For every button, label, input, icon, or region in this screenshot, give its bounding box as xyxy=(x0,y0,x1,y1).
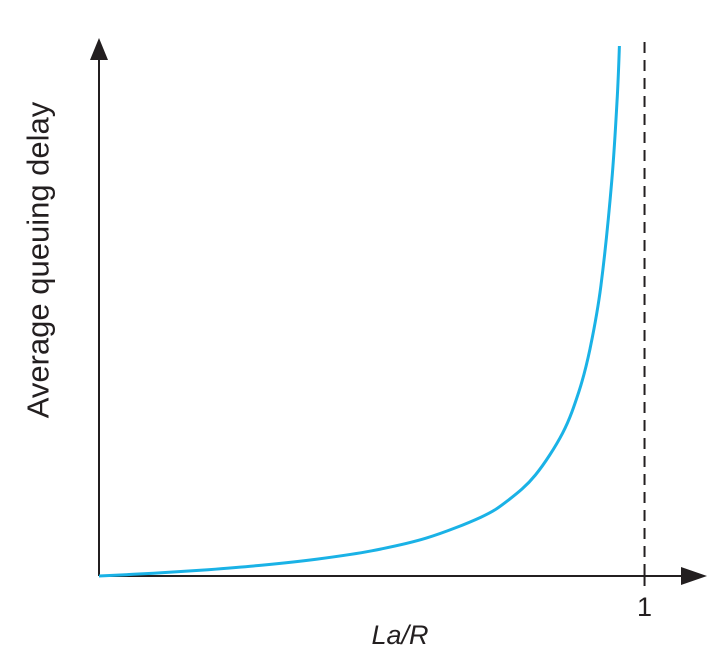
y-axis-arrow xyxy=(90,38,108,60)
x-axis-label: La/R xyxy=(371,620,429,650)
series-line xyxy=(98,45,621,578)
y-axis-label: Average queuing delay xyxy=(8,20,68,500)
y-axis-label-text: Average queuing delay xyxy=(20,101,56,419)
axes xyxy=(90,38,707,586)
x-axis-arrow xyxy=(681,567,707,585)
series-group xyxy=(98,45,621,578)
x-tick-label: 1 xyxy=(637,592,653,622)
